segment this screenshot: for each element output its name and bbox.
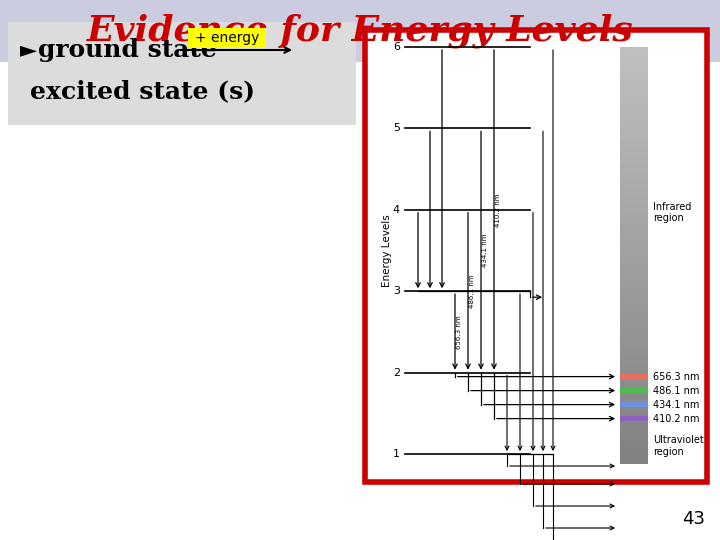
Bar (620, 374, 648, 379)
Text: 486.1 nm: 486.1 nm (653, 386, 699, 396)
Bar (620, 213, 648, 222)
Text: 1: 1 (393, 449, 400, 459)
Text: 43: 43 (682, 510, 705, 528)
Bar (620, 296, 648, 306)
Bar (620, 438, 648, 447)
Bar (620, 230, 648, 239)
Bar (620, 388, 648, 397)
Bar (620, 313, 648, 322)
Bar (620, 147, 648, 156)
Bar (620, 238, 648, 248)
Bar (620, 180, 648, 190)
Bar (620, 188, 648, 198)
Text: 486.1 nm: 486.1 nm (469, 274, 475, 308)
Bar (620, 380, 648, 389)
Bar (620, 105, 648, 114)
Bar (620, 139, 648, 148)
Bar (620, 396, 648, 406)
Bar (620, 155, 648, 165)
Bar (620, 80, 648, 90)
Text: 410.2 nm: 410.2 nm (495, 193, 501, 227)
Bar (620, 421, 648, 431)
Bar (620, 338, 648, 348)
Bar (620, 330, 648, 339)
Bar (620, 205, 648, 214)
Bar (620, 222, 648, 231)
Text: 410.2 nm: 410.2 nm (653, 414, 700, 423)
Text: 434.1 nm: 434.1 nm (482, 234, 488, 267)
Bar (620, 164, 648, 173)
Bar (620, 288, 648, 298)
Bar (620, 363, 648, 373)
Bar (620, 388, 648, 393)
Bar (620, 72, 648, 82)
Text: + energy: + energy (195, 31, 259, 45)
Bar (8, 22, 356, 125)
Bar (620, 197, 648, 206)
Text: 6: 6 (393, 42, 400, 52)
Bar (620, 130, 648, 139)
Text: Evidence for Energy Levels: Evidence for Energy Levels (86, 14, 634, 48)
Bar (620, 372, 648, 381)
Bar (620, 255, 648, 264)
Text: Infrared
region: Infrared region (653, 201, 691, 223)
Text: excited state (s): excited state (s) (30, 79, 255, 103)
Bar (620, 113, 648, 123)
Bar (620, 97, 648, 106)
Bar (620, 455, 648, 464)
Bar (620, 247, 648, 256)
Bar (0, 0, 720, 62)
Bar (620, 321, 648, 331)
Bar (620, 272, 648, 281)
Bar (620, 172, 648, 181)
Bar (620, 405, 648, 414)
Text: ►: ► (20, 40, 37, 60)
Bar (620, 402, 648, 407)
Bar (620, 264, 648, 273)
Bar (620, 305, 648, 314)
Bar (620, 416, 648, 421)
Bar (620, 122, 648, 131)
Bar (620, 430, 648, 439)
Bar (620, 413, 648, 422)
Bar (620, 47, 648, 56)
Bar (365, 30, 707, 482)
Bar (620, 447, 648, 456)
Text: 656.3 nm: 656.3 nm (653, 372, 700, 382)
Bar (620, 55, 648, 65)
Text: 656.3 nm: 656.3 nm (456, 315, 462, 349)
Bar (620, 347, 648, 356)
Text: Energy Levels: Energy Levels (382, 214, 392, 287)
Text: 4: 4 (393, 205, 400, 215)
Text: 434.1 nm: 434.1 nm (653, 400, 699, 410)
Text: Ultraviolet
region: Ultraviolet region (653, 435, 703, 457)
Bar (188, 28, 266, 48)
Bar (620, 64, 648, 73)
Text: 2: 2 (393, 368, 400, 377)
Text: 5: 5 (393, 124, 400, 133)
Bar (620, 280, 648, 289)
Bar (620, 355, 648, 364)
Text: 3: 3 (393, 286, 400, 296)
Text: ground state: ground state (38, 38, 217, 62)
Bar (620, 89, 648, 98)
